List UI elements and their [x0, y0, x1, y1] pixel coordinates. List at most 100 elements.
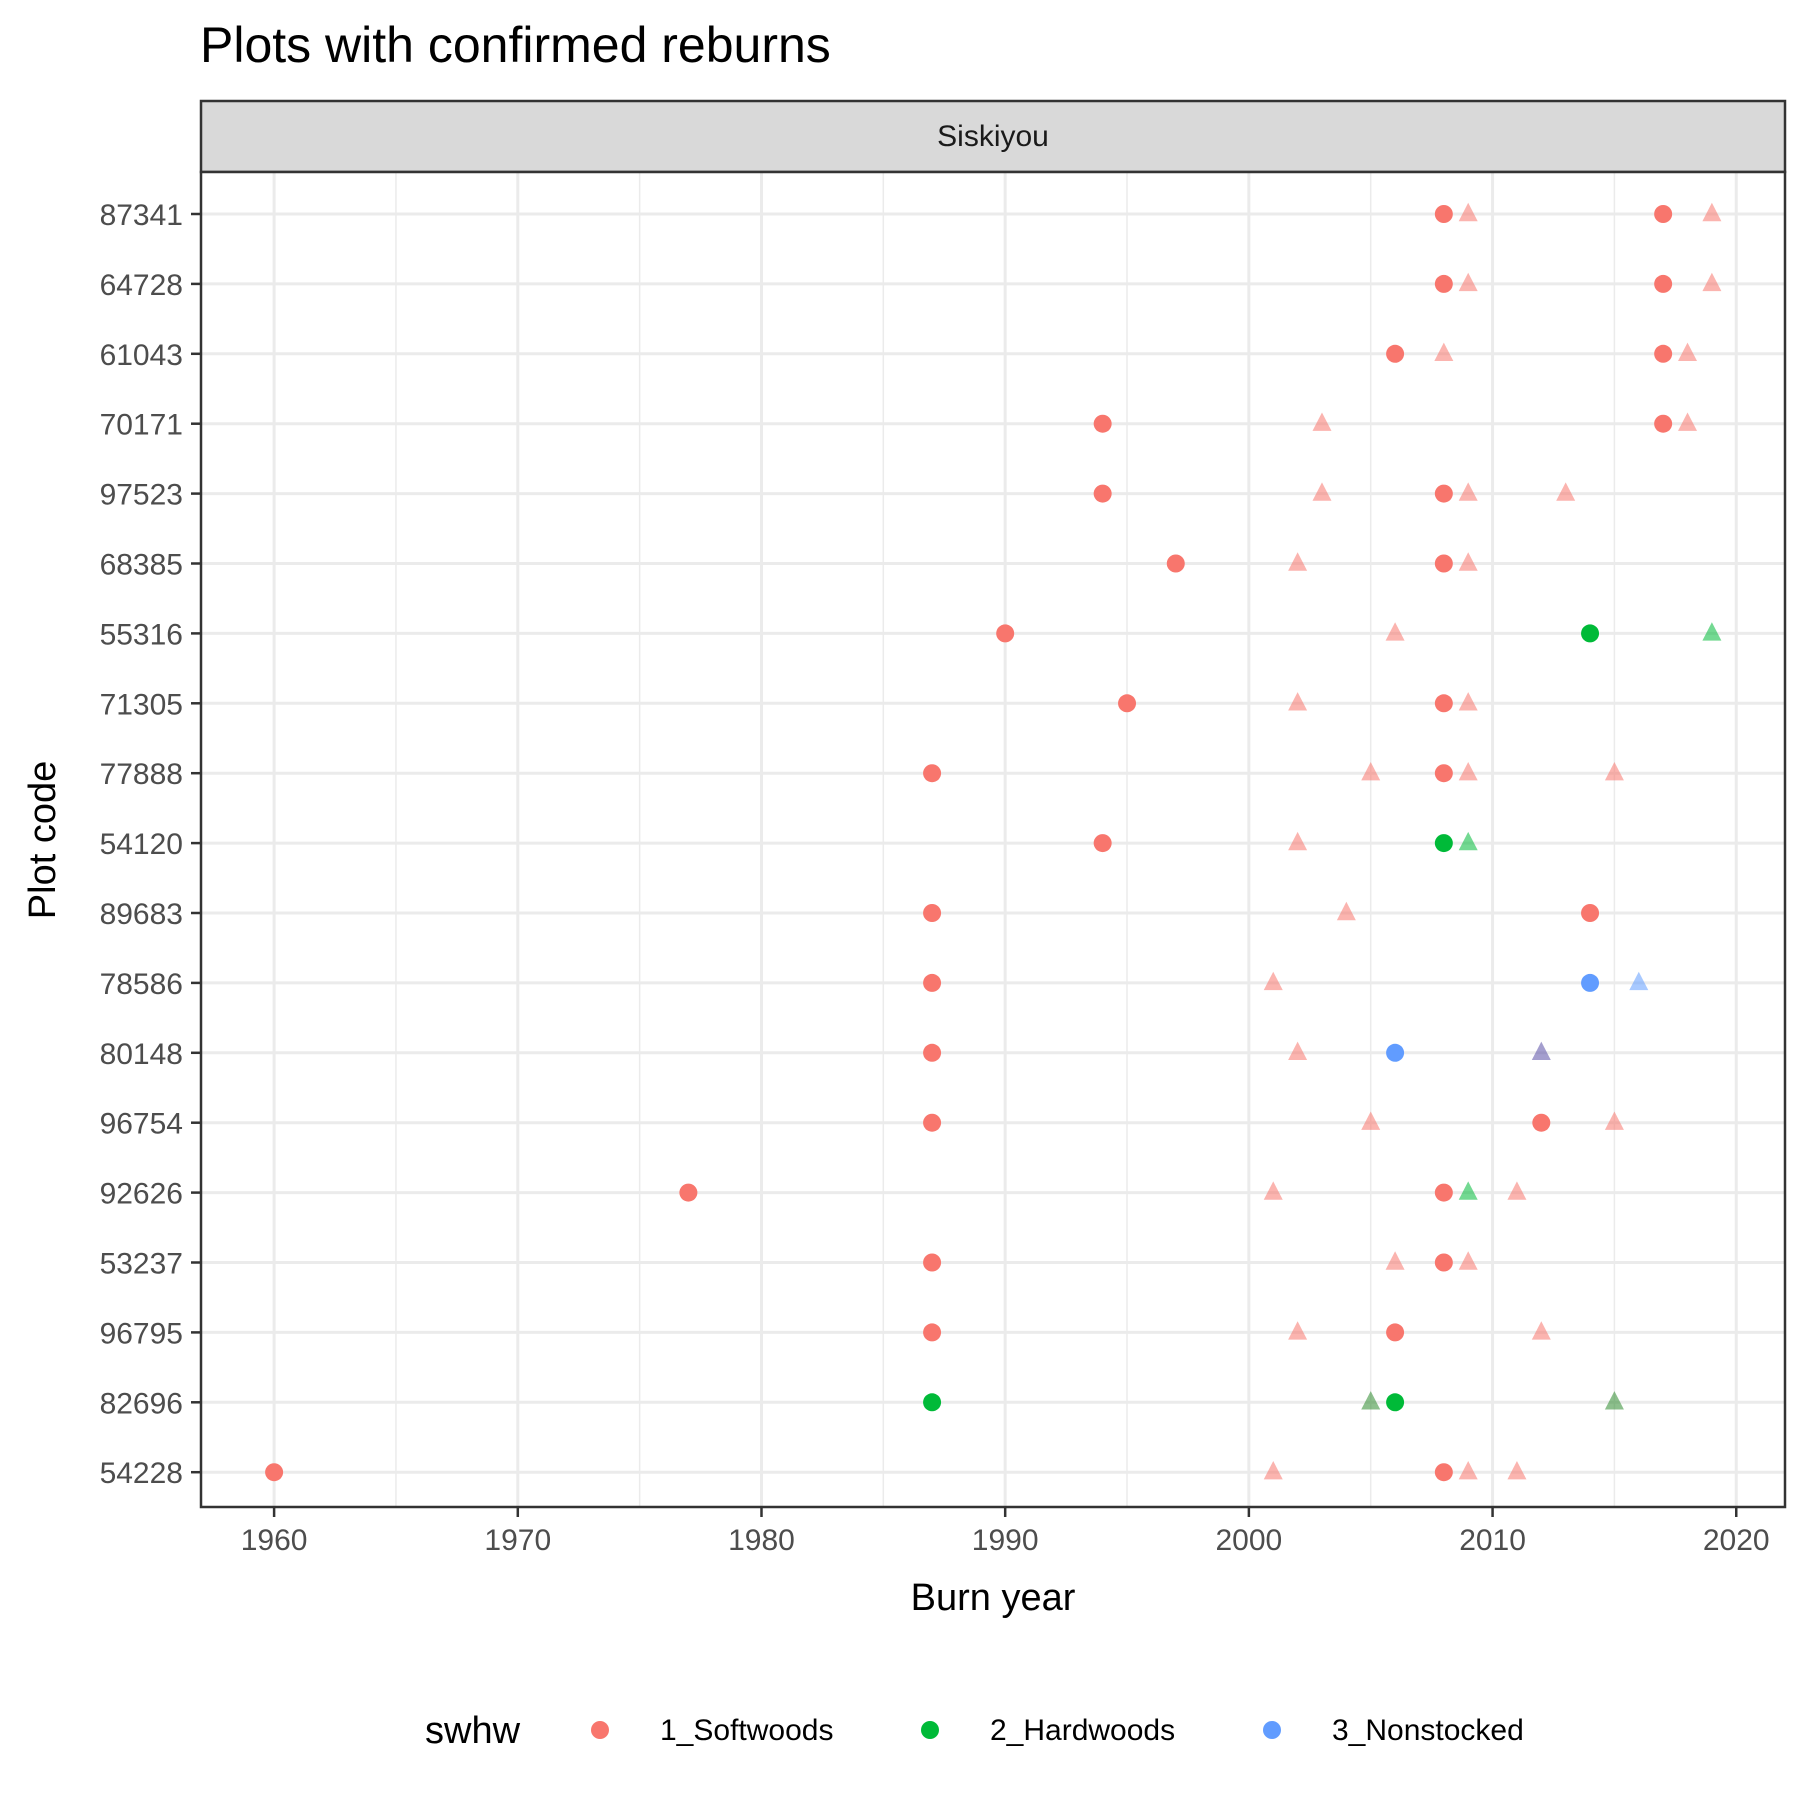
- data-point-circle: [1434, 554, 1453, 573]
- data-point-circle: [1093, 484, 1112, 503]
- data-point-triangle: [1288, 692, 1308, 711]
- data-point-triangle: [1458, 552, 1478, 571]
- y-tick-label: 97523: [100, 479, 183, 512]
- data-point-triangle: [1263, 1461, 1283, 1480]
- facet-strip-label: Siskiyou: [937, 120, 1049, 153]
- data-point-circle: [1581, 624, 1600, 643]
- data-point-triangle: [1288, 552, 1308, 571]
- legend-label: 2_Hardwoods: [990, 1714, 1175, 1747]
- data-point-circle: [923, 1253, 942, 1272]
- data-point-triangle: [1361, 1391, 1381, 1410]
- data-point-circle: [1093, 414, 1112, 433]
- data-point-triangle: [1531, 1041, 1551, 1060]
- data-point-circle: [1093, 834, 1112, 853]
- data-point-triangle: [1604, 1111, 1624, 1130]
- x-axis: 1960 1970 1980 1990 2000 2010 2020: [241, 1507, 1770, 1557]
- data-point-triangle: [1458, 1251, 1478, 1270]
- x-tick-label: 1980: [728, 1524, 795, 1557]
- data-marks: [265, 202, 1722, 1482]
- chart-title: Plots with confirmed reburns: [200, 17, 831, 73]
- data-point-circle: [1434, 834, 1453, 853]
- data-point-triangle: [1263, 1181, 1283, 1200]
- data-point-circle: [1532, 1113, 1551, 1132]
- y-tick-label: 89683: [100, 898, 183, 931]
- data-point-circle: [923, 973, 942, 992]
- data-point-triangle: [1288, 1321, 1308, 1340]
- data-point-triangle: [1629, 971, 1649, 991]
- data-point-circle: [923, 1113, 942, 1132]
- data-point-circle: [923, 1323, 942, 1342]
- data-point-triangle: [1702, 202, 1722, 222]
- x-tick-label: 1960: [241, 1524, 308, 1557]
- data-point-triangle: [1288, 1041, 1308, 1060]
- y-tick-label: 53237: [100, 1248, 183, 1281]
- legend-label: 3_Nonstocked: [1332, 1714, 1524, 1747]
- data-point-triangle: [1507, 1461, 1527, 1480]
- data-point-circle: [923, 904, 942, 922]
- data-point-circle: [1434, 764, 1453, 783]
- data-point-triangle: [1556, 482, 1576, 501]
- data-point-triangle: [1336, 901, 1356, 921]
- data-point-circle: [265, 1463, 284, 1482]
- data-point-triangle: [1678, 412, 1698, 431]
- x-tick-label: 1970: [484, 1524, 551, 1557]
- data-point-circle: [1386, 344, 1405, 363]
- data-point-triangle: [1702, 622, 1722, 641]
- data-point-triangle: [1458, 482, 1478, 501]
- data-point-circle: [1434, 484, 1453, 503]
- data-point-circle: [1434, 1253, 1453, 1272]
- legend-key: [921, 1721, 939, 1739]
- data-point-triangle: [1361, 1111, 1381, 1130]
- data-point-triangle: [1531, 1321, 1551, 1340]
- y-tick-label: 70171: [100, 409, 183, 442]
- plot-panel-background: [201, 172, 1785, 1507]
- data-point-triangle: [1604, 762, 1624, 781]
- data-point-circle: [1654, 205, 1673, 223]
- y-tick-label: 64728: [100, 269, 183, 302]
- y-tick-label: 54120: [100, 828, 183, 861]
- data-point-triangle: [1434, 342, 1454, 361]
- data-point-triangle: [1385, 1251, 1405, 1270]
- legend-title: swhw: [425, 1710, 521, 1752]
- legend-label: 1_Softwoods: [660, 1714, 833, 1747]
- data-point-triangle: [1458, 762, 1478, 781]
- data-point-circle: [1654, 344, 1673, 363]
- data-point-triangle: [1312, 412, 1332, 431]
- data-point-circle: [923, 1043, 942, 1062]
- data-point-circle: [1581, 973, 1600, 992]
- data-point-circle: [1581, 904, 1600, 922]
- y-tick-label: 92626: [100, 1178, 183, 1211]
- data-point-circle: [996, 624, 1015, 643]
- data-point-triangle: [1702, 272, 1722, 292]
- data-point-triangle: [1288, 831, 1308, 851]
- y-tick-label: 96754: [100, 1108, 183, 1141]
- data-point-triangle: [1604, 1391, 1624, 1410]
- legend-key: [1263, 1721, 1281, 1739]
- data-point-circle: [923, 764, 942, 783]
- legend: swhw 1_Softwoods 2_Hardwoods 3_Nonstocked: [425, 1710, 1524, 1752]
- data-point-circle: [679, 1183, 698, 1202]
- x-tick-label: 2020: [1703, 1524, 1770, 1557]
- y-tick-label: 77888: [100, 758, 183, 791]
- y-tick-label: 80148: [100, 1038, 183, 1071]
- y-tick-label: 82696: [100, 1387, 183, 1420]
- data-point-circle: [1386, 1043, 1405, 1062]
- data-point-triangle: [1458, 272, 1478, 292]
- x-tick-label: 1990: [972, 1524, 1039, 1557]
- data-point-triangle: [1312, 482, 1332, 501]
- legend-key: [591, 1721, 609, 1739]
- data-point-circle: [1434, 274, 1453, 293]
- data-point-circle: [1434, 694, 1453, 713]
- data-point-circle: [1654, 414, 1673, 433]
- x-tick-label: 2000: [1216, 1524, 1283, 1557]
- y-tick-label: 61043: [100, 339, 183, 372]
- y-tick-label: 96795: [100, 1317, 183, 1350]
- data-point-circle: [1118, 694, 1137, 713]
- data-point-circle: [1386, 1393, 1405, 1412]
- plot-panel-border: [199, 170, 1787, 1509]
- data-point-triangle: [1458, 831, 1478, 851]
- y-axis-title: Plot code: [22, 761, 64, 919]
- x-axis-title: Burn year: [911, 1577, 1076, 1619]
- data-point-triangle: [1458, 692, 1478, 711]
- y-tick-label: 71305: [100, 688, 183, 721]
